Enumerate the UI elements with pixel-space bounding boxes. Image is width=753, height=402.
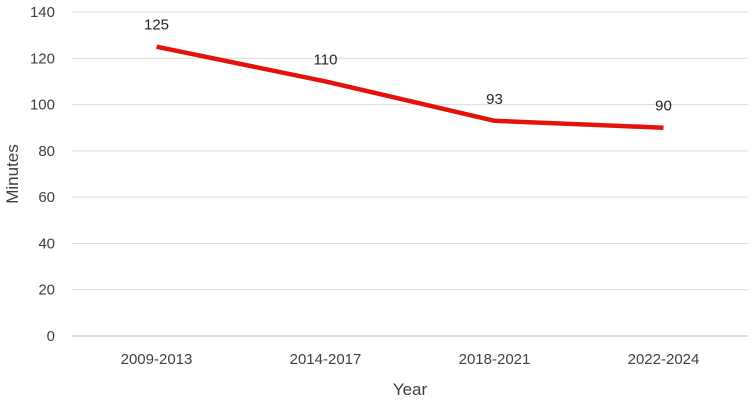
series-line [156, 44, 664, 130]
y-tick-label: 40 [38, 235, 55, 252]
data-label: 90 [655, 98, 672, 115]
x-tick-label: 2014-2017 [290, 351, 362, 368]
series-group [156, 44, 664, 130]
x-tick-label: 2018-2021 [459, 351, 531, 368]
x-axis-title: Year [393, 380, 428, 399]
y-tick-label: 100 [30, 97, 55, 114]
data-label: 93 [486, 91, 503, 108]
x-tick-label: 2009-2013 [121, 351, 193, 368]
x-tick-label: 2022-2024 [628, 351, 700, 368]
y-tick-label: 140 [30, 4, 55, 21]
y-tick-label: 0 [47, 328, 55, 345]
data-labels: 125 110 93 90 [144, 17, 672, 115]
y-tick-label: 20 [38, 282, 55, 299]
data-label: 110 [314, 51, 338, 68]
data-label: 125 [144, 17, 169, 34]
y-tick-label: 60 [38, 189, 55, 206]
y-axis-ticks: 0 20 40 60 80 100 120 140 [30, 4, 55, 345]
gridlines [72, 11, 748, 337]
y-tick-label: 80 [38, 143, 55, 160]
y-tick-label: 120 [30, 50, 55, 67]
y-axis-title: Minutes [3, 144, 22, 204]
x-axis-ticks: 2009-2013 2014-2017 2018-2021 2022-2024 [121, 351, 700, 368]
